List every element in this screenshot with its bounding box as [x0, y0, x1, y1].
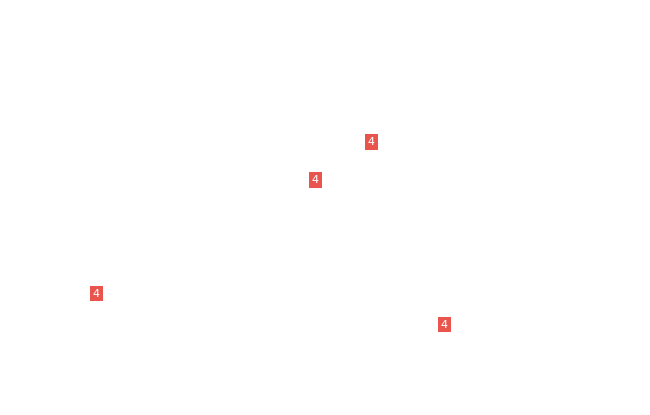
annotation-marker-badge[interactable]: 4 [365, 134, 378, 150]
annotation-marker-badge[interactable]: 4 [309, 172, 322, 188]
annotation-marker-badge[interactable]: 4 [90, 286, 103, 301]
annotation-marker-badge[interactable]: 4 [438, 317, 451, 332]
